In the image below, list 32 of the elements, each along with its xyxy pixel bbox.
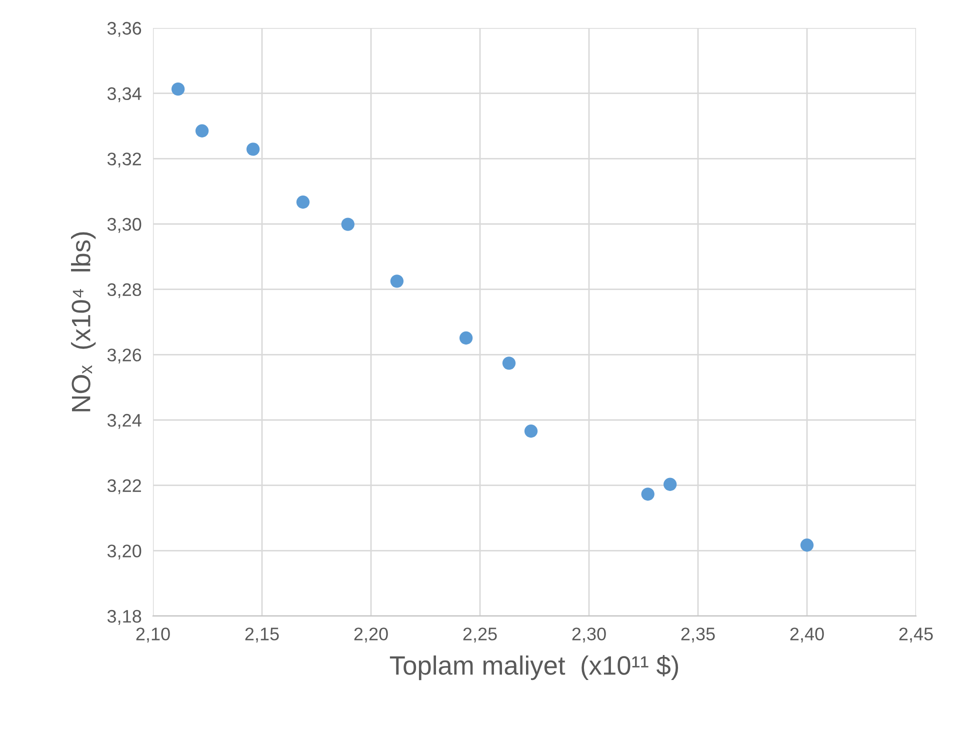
y-tick-label: 3,22 bbox=[107, 479, 141, 494]
x-tick-label: 2,40 bbox=[790, 628, 824, 643]
y-tick-label: 3,36 bbox=[107, 22, 142, 37]
y-tick-label: 3,20 bbox=[107, 544, 142, 560]
point bbox=[246, 142, 260, 156]
point bbox=[390, 274, 404, 288]
point bbox=[664, 478, 677, 491]
point bbox=[502, 356, 516, 370]
y-tick-label: 3,34 bbox=[107, 87, 142, 102]
x-tick-label: 2,25 bbox=[463, 628, 497, 643]
x-tick-label: 2,10 bbox=[136, 628, 170, 643]
x-tick-label: 2,20 bbox=[354, 628, 388, 643]
point bbox=[296, 196, 310, 209]
point bbox=[524, 424, 538, 438]
x-tick-label: 2,30 bbox=[572, 628, 606, 643]
point bbox=[171, 82, 185, 96]
y-tick-label: 3,18 bbox=[107, 610, 142, 625]
y-tick-label: 3,32 bbox=[107, 152, 141, 168]
point bbox=[641, 488, 654, 501]
y-tick-label: 3,28 bbox=[107, 283, 142, 298]
x-tick-label: 2,45 bbox=[899, 628, 933, 643]
point bbox=[459, 331, 473, 345]
y-axis-title: NOₓ (x10⁴ lbs) bbox=[71, 232, 96, 412]
x-axis-title: Toplam maliyet (x10¹¹ $) bbox=[390, 655, 678, 680]
y-tick-label: 3,30 bbox=[107, 218, 142, 233]
x-tick-label: 2,35 bbox=[681, 628, 715, 643]
y-tick-label: 3,26 bbox=[107, 348, 142, 364]
x-tick-label: 2,15 bbox=[245, 628, 279, 643]
point bbox=[195, 124, 209, 138]
point bbox=[341, 218, 354, 231]
y-tick-label: 3,24 bbox=[107, 414, 142, 429]
point bbox=[800, 538, 814, 552]
